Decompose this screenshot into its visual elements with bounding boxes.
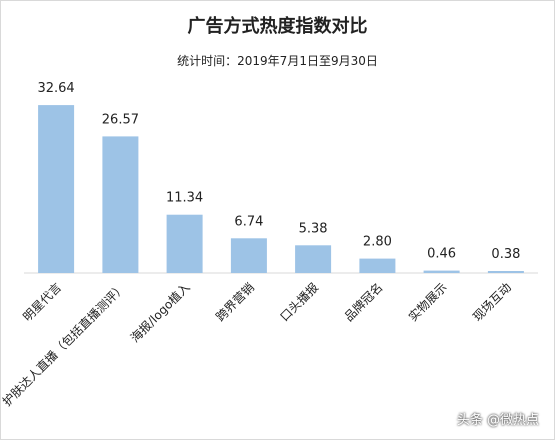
category-label-8: 现场互动 — [470, 280, 514, 324]
category-label-2: 护肤达人直播（包括直播测评） — [0, 280, 129, 409]
data-label-8: 0.38 — [491, 247, 520, 262]
bar-7 — [423, 270, 460, 273]
category-label-7: 实物展示 — [405, 280, 450, 325]
chart-subtitle: 统计时间：2019年7月1日至9月30日 — [177, 54, 378, 68]
category-label-4: 跨界营销 — [213, 280, 257, 324]
data-label-5: 5.38 — [299, 221, 328, 236]
data-label-2: 26.57 — [102, 112, 139, 127]
bar-6 — [359, 258, 396, 273]
watermark: 头条 @微热点 — [456, 413, 539, 428]
data-label-3: 11.34 — [166, 191, 203, 206]
data-label-1: 32.64 — [37, 81, 74, 96]
category-label-6: 品牌冠名 — [341, 280, 386, 325]
category-label-3: 海报/logo植入 — [127, 280, 193, 346]
bar-1 — [38, 105, 75, 273]
bar-3 — [166, 214, 203, 273]
bar-4 — [230, 238, 267, 273]
category-label-5: 口头播报 — [277, 280, 322, 325]
data-label-7: 0.46 — [427, 247, 456, 262]
chart-title: 广告方式热度指数对比 — [187, 16, 368, 37]
data-label-4: 6.74 — [234, 214, 263, 229]
bar-2 — [102, 136, 139, 273]
bar-5 — [295, 245, 332, 273]
bar-8 — [487, 271, 524, 273]
data-label-6: 2.80 — [363, 235, 392, 250]
category-label-1: 明星代言 — [20, 280, 64, 324]
